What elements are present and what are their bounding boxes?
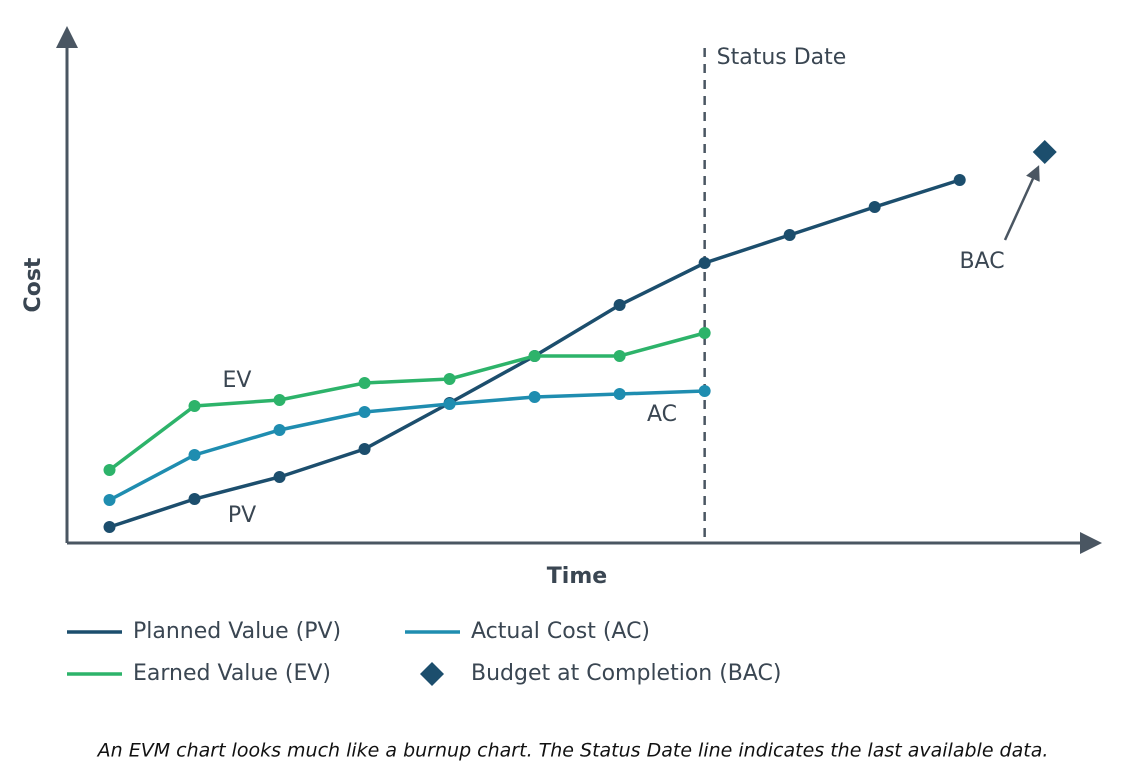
data-point — [698, 257, 711, 269]
data-point — [528, 391, 541, 403]
legend-label: Budget at Completion (BAC) — [471, 661, 782, 686]
y-axis-arrow — [56, 26, 78, 48]
annotation: PV — [228, 503, 256, 528]
data-point — [358, 443, 371, 455]
data-point — [273, 394, 286, 406]
data-point — [868, 201, 881, 213]
data-point — [103, 521, 116, 533]
annotation-arrow — [1003, 165, 1040, 241]
legend-label: Planned Value (PV) — [133, 619, 341, 644]
data-point — [613, 299, 626, 311]
data-point — [188, 400, 201, 412]
legend-label: Actual Cost (AC) — [471, 619, 650, 644]
legend-swatch — [420, 662, 444, 686]
series-line — [108, 389, 705, 502]
data-point — [613, 350, 626, 362]
data-point — [103, 464, 116, 476]
y-axis-label: Cost — [21, 257, 46, 312]
legend-label: Earned Value (EV) — [133, 661, 331, 686]
data-point — [698, 327, 711, 339]
data-point — [783, 229, 796, 241]
data-point — [443, 398, 456, 410]
caption: An EVM chart looks much like a burnup ch… — [96, 740, 1049, 762]
data-point — [698, 385, 711, 397]
annotation: AC — [647, 402, 677, 427]
annotation: BAC — [959, 249, 1004, 274]
annotation: EV — [223, 368, 252, 393]
x-axis-arrow — [1080, 532, 1102, 554]
x-axis-label: Time — [547, 564, 607, 589]
series-line — [108, 331, 706, 472]
data-point — [613, 388, 626, 400]
data-point — [528, 350, 541, 362]
data-point — [188, 493, 201, 505]
data-point — [188, 449, 201, 461]
data-point — [103, 494, 116, 506]
status-date-label: Status Date — [717, 45, 847, 70]
bac-marker — [1032, 140, 1057, 164]
data-point — [443, 373, 456, 385]
data-point — [953, 174, 966, 186]
data-point — [358, 406, 371, 418]
data-point — [273, 471, 286, 483]
data-point — [358, 377, 371, 389]
data-point — [273, 424, 286, 436]
